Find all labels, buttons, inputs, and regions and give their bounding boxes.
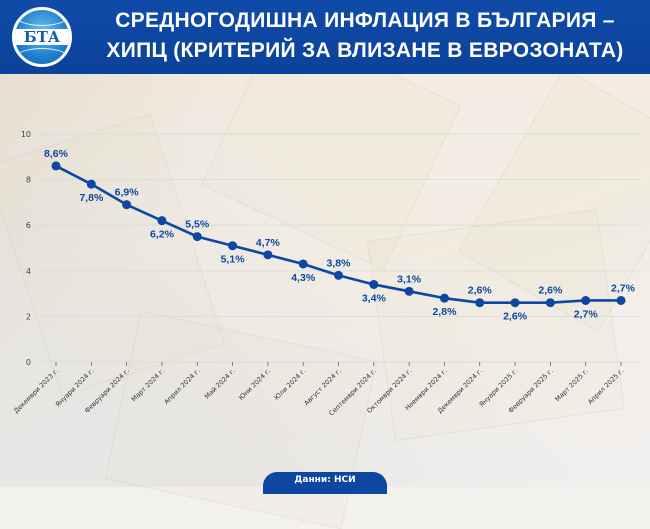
y-tick-label: 4 bbox=[26, 267, 31, 276]
data-point bbox=[86, 179, 96, 189]
data-label: 4,7% bbox=[256, 237, 281, 249]
y-tick-label: 8 bbox=[26, 176, 31, 185]
data-point bbox=[298, 259, 308, 269]
data-label: 8,6% bbox=[44, 148, 69, 160]
x-tick-label: Август 2024 г. bbox=[303, 367, 343, 407]
data-point bbox=[51, 161, 61, 171]
y-tick-label: 6 bbox=[26, 221, 31, 230]
data-label: 7,8% bbox=[79, 192, 104, 204]
data-label: 2,7% bbox=[611, 282, 636, 294]
data-label: 2,6% bbox=[538, 285, 563, 297]
x-tick-label: Март 2025 г. bbox=[554, 367, 591, 404]
data-point bbox=[545, 298, 555, 308]
data-point bbox=[404, 286, 414, 296]
logo-text: БТА bbox=[23, 28, 61, 46]
data-point bbox=[122, 200, 132, 210]
data-label: 5,5% bbox=[185, 219, 210, 231]
x-tick-label: Юни 2024 г. bbox=[237, 367, 272, 402]
bta-logo: БТА bbox=[12, 7, 72, 67]
y-axis-ticks: 0 2 4 6 8 10 bbox=[21, 130, 31, 367]
x-tick-label: Април 2025 г. bbox=[586, 367, 625, 406]
data-point bbox=[228, 241, 238, 251]
x-tick-label: Май 2024 г. bbox=[203, 367, 237, 401]
y-tick-label: 10 bbox=[21, 130, 31, 139]
data-point bbox=[263, 250, 273, 260]
x-tick-label: Март 2024 г. bbox=[130, 367, 167, 404]
data-label: 6,2% bbox=[150, 229, 175, 241]
data-label: 2,8% bbox=[432, 306, 457, 318]
data-label: 3,8% bbox=[327, 257, 352, 269]
data-label: 5,1% bbox=[221, 254, 246, 266]
data-point bbox=[510, 298, 520, 308]
data-points bbox=[51, 161, 626, 308]
data-point bbox=[192, 232, 202, 242]
data-label: 4,3% bbox=[291, 272, 316, 284]
data-label: 2,6% bbox=[468, 285, 493, 297]
x-tick-label: Декември 2023 г. bbox=[12, 367, 60, 415]
y-tick-label: 2 bbox=[26, 312, 31, 321]
header-banner: БТА СРЕДНОГОДИШНА ИНФЛАЦИЯ В БЪЛГАРИЯ – … bbox=[0, 0, 650, 74]
data-labels: 8,6% 7,8% 6,9% 6,2% 5,5% 5,1% 4,7% 4,3% 3,8% 3,4%… bbox=[44, 148, 636, 323]
data-point bbox=[475, 298, 485, 308]
x-axis-ticks: Декември 2023 г.Януари 2024 г.Февруари 2… bbox=[12, 362, 625, 418]
title-line-2: ХИПЦ (КРИТЕРИЙ ЗА ВЛИЗАНЕ В ЕВРОЗОНАТА) bbox=[106, 39, 624, 62]
data-label: 2,7% bbox=[574, 308, 599, 320]
line-chart: 0 2 4 6 8 10 Декември 2023 г.Януари 2024 г.Фе… bbox=[12, 130, 640, 418]
data-point bbox=[369, 279, 379, 289]
source-badge: Данни: НСИ bbox=[263, 472, 387, 494]
x-tick-label: Април 2024 г. bbox=[163, 367, 202, 406]
data-point bbox=[334, 270, 343, 280]
grid-lines bbox=[38, 133, 640, 363]
inflation-line bbox=[55, 164, 621, 305]
title-line-1: СРЕДНОГОДИШНА ИНФЛАЦИЯ В БЪЛГАРИЯ – bbox=[115, 9, 615, 32]
x-tick-label: Юли 2024 г. bbox=[273, 367, 308, 402]
chart-title: СРЕДНОГОДИШНА ИНФЛАЦИЯ В БЪЛГАРИЯ – ХИПЦ… bbox=[85, 6, 645, 66]
data-label: 3,4% bbox=[362, 292, 387, 304]
y-tick-label: 0 bbox=[26, 358, 31, 367]
data-label: 6,9% bbox=[115, 187, 140, 199]
euro-banknotes-background bbox=[0, 19, 650, 529]
data-point bbox=[616, 295, 626, 305]
data-label: 3,1% bbox=[397, 273, 422, 285]
data-point bbox=[439, 293, 449, 303]
data-point bbox=[157, 216, 167, 226]
data-point bbox=[581, 295, 591, 305]
data-label: 2,6% bbox=[503, 311, 528, 323]
